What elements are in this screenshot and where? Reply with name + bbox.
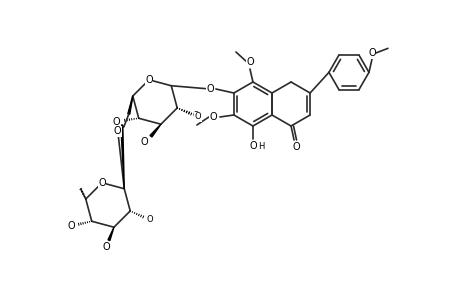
Text: O: O xyxy=(140,137,147,147)
Polygon shape xyxy=(150,124,161,137)
Polygon shape xyxy=(108,227,114,241)
Text: O: O xyxy=(206,84,213,94)
Text: O: O xyxy=(98,178,106,188)
Text: O: O xyxy=(291,142,299,152)
Text: O: O xyxy=(112,117,120,127)
Text: O: O xyxy=(114,126,121,136)
Text: H: H xyxy=(257,142,263,151)
Text: O: O xyxy=(68,221,75,231)
Text: O: O xyxy=(192,112,199,121)
Text: O: O xyxy=(145,75,152,85)
Text: O: O xyxy=(246,57,253,67)
Polygon shape xyxy=(121,125,124,189)
Text: O: O xyxy=(102,242,110,252)
Text: O: O xyxy=(246,57,253,67)
Polygon shape xyxy=(128,96,133,114)
Text: O: O xyxy=(367,48,375,58)
Text: O: O xyxy=(249,141,256,151)
Text: O: O xyxy=(146,215,153,224)
Text: O: O xyxy=(195,112,201,122)
Text: O: O xyxy=(209,112,216,122)
